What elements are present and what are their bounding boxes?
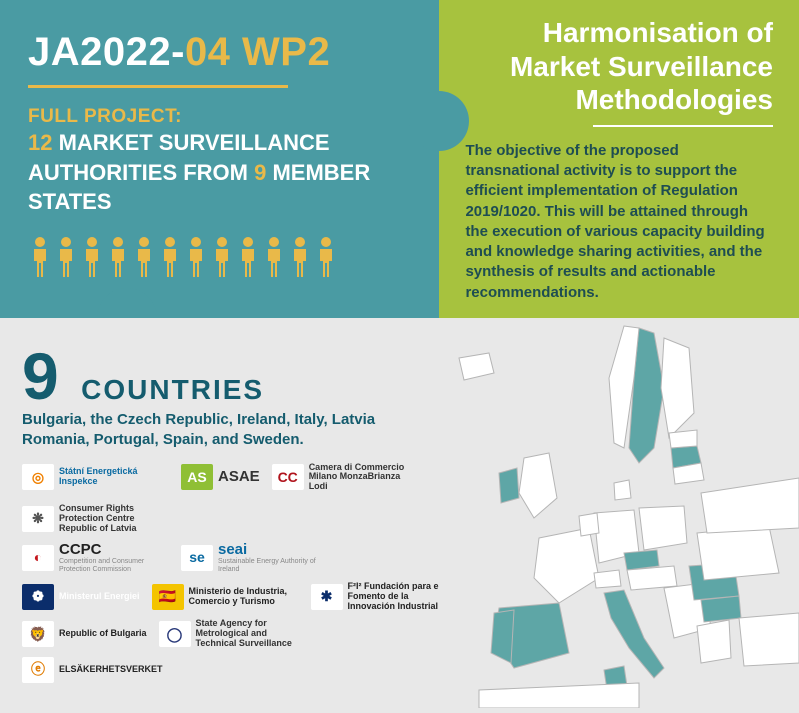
full-project-label: FULL PROJECT:: [28, 106, 411, 128]
logo-swatch: 🦁: [22, 621, 54, 647]
countries-label: COUNTRIES: [81, 374, 264, 406]
logo-label: Consumer Rights Protection Centre Republ…: [59, 504, 169, 534]
person-icon: [288, 235, 312, 279]
person-icon: [236, 235, 260, 279]
logo-label: CCPCCompetition and Consumer Protection …: [59, 542, 169, 574]
harmonisation-panel: Harmonisation of Market Surveillance Met…: [439, 0, 799, 318]
countries-section: 9 COUNTRIES Bulgaria, the Czech Republic…: [0, 318, 799, 708]
logo-label: ELSÄKERHETSVERKET: [59, 665, 163, 675]
europe-map: [439, 318, 799, 708]
logo-row: 🦁 Republic of Bulgaria ◯State Agency for M…: [22, 619, 470, 649]
countries-list-line-1: Bulgaria, the Czech Republic, Ireland, I…: [22, 410, 470, 430]
logo-label: seaiSustainable Energy Authority of Irel…: [218, 542, 328, 574]
objective-paragraph: The objective of the proposed transnatio…: [465, 141, 773, 303]
logo-swatch: ✱: [311, 584, 343, 610]
logo-swatch: ❋: [22, 506, 54, 532]
partner-logos: ◎Státní Energetická Inspekce AS ASAE CCCame…: [22, 463, 470, 684]
logo-label: Státní Energetická Inspekce: [59, 467, 169, 487]
partner-logo: 🦁 Republic of Bulgaria: [22, 621, 147, 647]
logo-swatch: ◯: [159, 621, 191, 647]
person-icon: [158, 235, 182, 279]
logo-swatch: ◐: [22, 545, 54, 571]
logo-label: Ministerio de Industria, Comercio y Turi…: [189, 587, 299, 607]
person-icon: [106, 235, 130, 279]
harmon-line-2: Market Surveillance: [510, 51, 773, 82]
logo-swatch: se: [181, 545, 213, 571]
person-icon: [54, 235, 78, 279]
puzzle-tab-right: [409, 91, 469, 151]
code-prefix: JA2022-: [28, 30, 185, 74]
partner-logo: ✱F²I² Fundación para el Fomento de la In…: [311, 582, 458, 612]
countries-list: Bulgaria, the Czech Republic, Ireland, I…: [22, 410, 470, 451]
partner-logo: ◐CCPCCompetition and Consumer Protection…: [22, 542, 169, 574]
title-underline: [28, 85, 288, 88]
logo-swatch: ⓔ: [22, 657, 54, 683]
logo-row: ⓔ ELSÄKERHETSVERKET: [22, 657, 470, 683]
header-panel: JA2022-04 WP2 FULL PROJECT: 12 MARKET SU…: [0, 0, 439, 318]
person-icon: [132, 235, 156, 279]
person-icon: [262, 235, 286, 279]
logo-swatch: CC: [272, 464, 304, 490]
project-code: JA2022-04 WP2: [28, 30, 411, 75]
countries-text-block: 9 COUNTRIES Bulgaria, the Czech Republic…: [0, 318, 480, 693]
code-suffix: 04 WP2: [185, 30, 330, 74]
countries-heading: 9 COUNTRIES: [22, 338, 470, 414]
logo-swatch: 🇪🇸: [152, 584, 184, 610]
countries-list-line-2: Romania, Portugal, Spain, and Sweden.: [22, 430, 470, 450]
partner-logo: 🇪🇸Ministerio de Industria, Comercio y Tu…: [152, 584, 299, 610]
logo-label: Republic of Bulgaria: [59, 629, 147, 639]
person-icon: [28, 235, 52, 279]
harmon-line-3: Methodologies: [575, 84, 773, 115]
countries-number: 9: [22, 338, 59, 414]
count-9: 9: [254, 160, 266, 185]
harmonisation-underline: [593, 125, 773, 127]
partner-logo: ❁ Ministerul Energiei: [22, 584, 140, 610]
person-icon: [80, 235, 104, 279]
partner-logo: AS ASAE: [181, 464, 260, 490]
authorities-line: 12 MARKET SURVEILLANCE AUTHORITIES FROM …: [28, 128, 411, 217]
logo-row: ◎Státní Energetická Inspekce AS ASAE CCCame…: [22, 463, 470, 534]
logo-label: State Agency for Metrological and Techni…: [196, 619, 306, 649]
harmonisation-title: Harmonisation of Market Surveillance Met…: [465, 16, 773, 117]
logo-row: ◐CCPCCompetition and Consumer Protection…: [22, 542, 470, 574]
partner-logo: ◯State Agency for Metrological and Techn…: [159, 619, 306, 649]
partner-logo: ⓔ ELSÄKERHETSVERKET: [22, 657, 163, 683]
logo-label: Camera di Commercio Milano MonzaBrianza …: [309, 463, 419, 493]
people-icons-row: [28, 235, 411, 279]
person-icon: [184, 235, 208, 279]
partner-logo: seseaiSustainable Energy Authority of Ir…: [181, 542, 328, 574]
logo-swatch: ❁: [22, 584, 54, 610]
logo-label: Ministerul Energiei: [59, 592, 140, 602]
logo-swatch: AS: [181, 464, 213, 490]
logo-swatch: ◎: [22, 464, 54, 490]
partner-logo: ◎Státní Energetická Inspekce: [22, 464, 169, 490]
person-icon: [314, 235, 338, 279]
logo-label: ASAE: [218, 469, 260, 486]
person-icon: [210, 235, 234, 279]
partner-logo: ❋Consumer Rights Protection Centre Repub…: [22, 504, 169, 534]
count-12: 12: [28, 130, 52, 155]
harmon-line-1: Harmonisation of: [543, 17, 773, 48]
logo-row: ❁ Ministerul Energiei 🇪🇸Ministerio de Indu…: [22, 582, 470, 612]
partner-logo: CCCamera di Commercio Milano MonzaBrianz…: [272, 463, 419, 493]
